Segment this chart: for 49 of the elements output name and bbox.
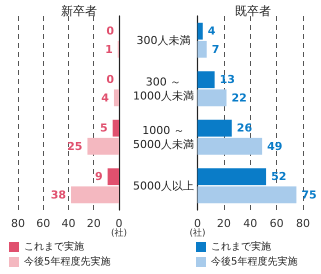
y-tick-label: 5000人以上 [132,179,194,192]
data-label: 7 [212,42,220,56]
data-label: 26 [236,122,252,135]
y-tick-label: 1000 ～ 5000人未満 [132,124,194,151]
data-label: 22 [232,91,247,104]
x-tick-label: 80 [11,217,25,230]
legend-label: これまで実施 [211,240,271,252]
bar [197,138,262,155]
bar [197,168,266,186]
bar [114,89,119,106]
data-label: 4 [208,24,216,38]
bar [87,138,119,155]
x-tick-label: 80 [296,217,310,230]
data-label: 25 [67,140,82,153]
x-tick-label: 40 [243,217,258,230]
bar [197,120,232,137]
bar [197,71,215,88]
chart-title: 新卒者 [61,4,97,18]
bar [197,89,227,106]
x-tick-label: 40 [61,217,76,230]
legend-label: 今後5年程度先実施 [24,256,110,268]
x-tick-label: 20 [216,217,231,230]
chart-title: 既卒者 [235,4,271,18]
bar [197,22,203,40]
x-tick-label: 60 [36,217,50,230]
data-label: 49 [267,140,282,153]
bar [197,186,296,204]
data-label: 38 [50,188,66,202]
data-label: 5 [100,122,108,135]
bar [197,40,207,58]
data-label: 75 [301,188,317,202]
y-tick-label: 300 ～ 1000人未満 [132,75,194,102]
bar [112,120,119,137]
x-axis-title: (社) [189,228,206,238]
legend-label: 今後5年程度先実施 [211,256,298,268]
x-tick-label: 20 [86,217,101,230]
bar [71,186,119,204]
data-label: 1 [105,42,113,56]
data-label: 52 [271,170,286,184]
data-label: 4 [101,91,110,104]
data-label: 9 [94,170,103,184]
bar [108,168,119,186]
legend-label: これまで実施 [24,240,84,252]
data-label: 0 [106,73,114,86]
data-label: 0 [106,24,114,38]
x-axis-title: (社) [110,228,128,238]
data-label: 13 [220,73,235,86]
x-tick-label: 60 [270,217,284,230]
y-tick-label: 300人未満 [136,34,190,47]
